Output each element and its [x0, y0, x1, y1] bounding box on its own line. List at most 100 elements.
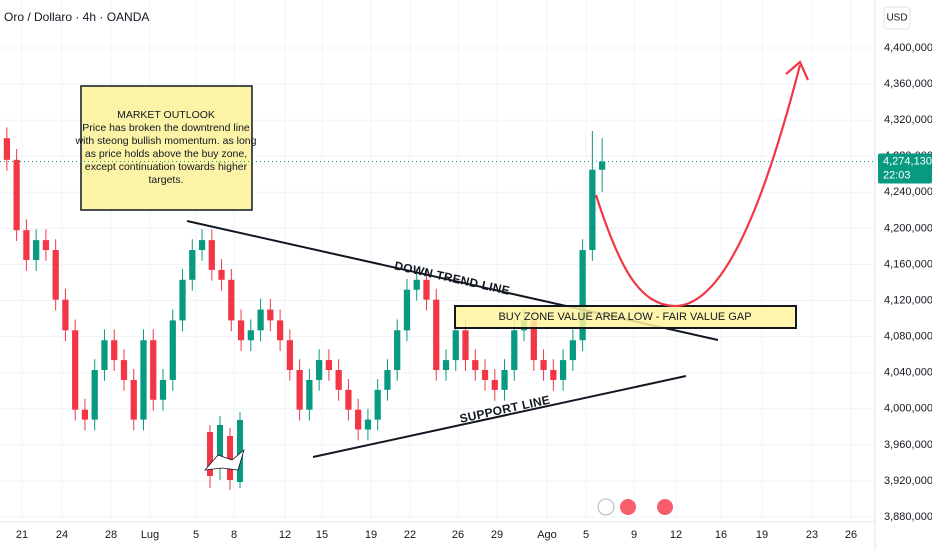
outlook-title: MARKET OUTLOOK	[117, 109, 215, 121]
candle-body	[540, 360, 547, 371]
candle-body	[150, 340, 157, 400]
y-tick-label: 4,320,000	[884, 114, 932, 126]
candle-body	[374, 389, 381, 420]
candle-body	[228, 279, 235, 321]
candle-body	[491, 379, 498, 390]
candle-body	[33, 240, 40, 260]
candle-body	[394, 330, 401, 371]
candle-body	[345, 389, 352, 410]
candle-body	[130, 379, 137, 420]
candle-body	[3, 138, 11, 160]
outlook-line: targets.	[148, 174, 183, 186]
candle-body	[403, 289, 411, 331]
projection-curve	[594, 64, 802, 308]
candle-body	[286, 340, 293, 371]
outlook-body: Price has broken the downtrend linewith …	[75, 122, 257, 186]
candle-body	[559, 360, 567, 380]
last-price: 4,274,130 22:03	[0, 153, 932, 184]
candle-body	[462, 330, 469, 361]
candle-body	[384, 370, 391, 390]
candle-body	[452, 330, 459, 361]
y-tick-label: 4,000,000	[884, 403, 932, 415]
candle-body	[140, 340, 147, 420]
buy-zone-label: BUY ZONE VALUE AREA LOW - FAIR VALUE GAP	[498, 311, 751, 323]
y-tick-label: 4,080,000	[884, 331, 932, 343]
candle-body	[42, 240, 50, 251]
candle-body	[101, 340, 108, 371]
countdown: 22:03	[883, 169, 911, 181]
projection-arrowhead	[785, 60, 810, 81]
candle-body	[13, 159, 20, 231]
candle-body	[413, 279, 420, 290]
candle-body	[442, 360, 450, 371]
x-tick-label: 19	[365, 529, 377, 541]
logo	[204, 412, 245, 490]
x-tick-label: 23	[806, 529, 818, 541]
candle-body	[62, 299, 69, 331]
y-tick-label: 4,040,000	[884, 367, 932, 379]
candle-body	[423, 279, 430, 300]
y-tick-label: 4,240,000	[884, 186, 932, 198]
y-tick-label: 4,120,000	[884, 294, 932, 306]
buy-zone	[454, 305, 797, 329]
candle-body	[120, 360, 128, 380]
last-price-label: 4,274,130	[883, 155, 932, 167]
event-icon[interactable]	[620, 499, 636, 515]
candle-body	[247, 330, 254, 341]
outlook-line: except continuation towards higher	[85, 161, 248, 173]
x-tick-label: 9	[631, 529, 637, 541]
x-tick-label: 28	[105, 529, 117, 541]
outlook-line: as price holds above the buy zone,	[85, 148, 247, 160]
candle-body	[579, 250, 586, 341]
x-tick-label: 12	[670, 529, 682, 541]
candle-body	[237, 320, 245, 341]
candle-body	[569, 340, 576, 361]
candle-body	[598, 161, 606, 170]
y-tick-label: 3,880,000	[884, 511, 932, 523]
candle-body	[208, 240, 215, 270]
currency[interactable]: USD	[886, 13, 907, 24]
candle-body	[472, 360, 479, 371]
x-tick-label: 16	[715, 529, 727, 541]
outlook-box	[80, 85, 253, 211]
event-icon[interactable]	[597, 498, 615, 516]
candle-body	[433, 299, 440, 371]
candle-body	[306, 379, 313, 410]
x-tick-label: 22	[404, 529, 416, 541]
candle-body	[335, 370, 342, 390]
candle-body	[257, 309, 264, 331]
y-tick-label: 4,400,000	[884, 42, 932, 54]
candle-body	[111, 340, 118, 361]
candle-body	[364, 419, 372, 430]
candle-body	[159, 379, 167, 400]
candle-body	[325, 360, 333, 371]
symbol-title[interactable]: Oro / Dollaro · 4h · OANDA	[4, 10, 149, 24]
candle-body	[276, 320, 284, 341]
x-tick-label: 5	[193, 529, 199, 541]
x-tick-label: 12	[279, 529, 291, 541]
x-tick-label: Lug	[141, 529, 159, 541]
x-tick-label: 21	[16, 529, 28, 541]
support-line	[312, 375, 687, 458]
x-tick-label: 26	[452, 529, 464, 541]
candle-body	[52, 250, 59, 300]
x-tick-label: 29	[491, 529, 503, 541]
candle-body	[72, 330, 79, 410]
currency-button[interactable]	[883, 6, 911, 30]
x-tick-label: 19	[756, 529, 768, 541]
candle-body	[589, 169, 596, 251]
x-tick-label: 15	[316, 529, 328, 541]
x-tick-label: Ago	[537, 529, 557, 541]
candle-body	[530, 320, 537, 361]
candle-body	[91, 370, 98, 420]
x-tick-label: 26	[845, 529, 857, 541]
x-tick-label: 24	[56, 529, 68, 541]
event-icon[interactable]	[657, 499, 673, 515]
candle-body	[218, 269, 225, 280]
last-price-box	[878, 153, 932, 184]
candle-body	[316, 360, 323, 380]
outlook-line: with steong bullish momentum. as long	[75, 135, 257, 147]
y-tick-label: 4,360,000	[884, 78, 932, 90]
candle-body	[550, 370, 557, 380]
